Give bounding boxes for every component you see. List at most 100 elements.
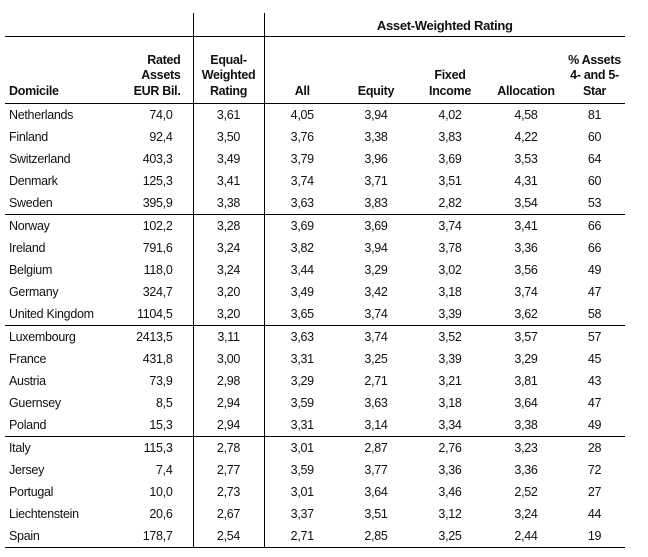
equal-weighted-rating-cell: 2,98 (192, 370, 264, 392)
rated-assets-eur-bil-cell: 324,7 (142, 285, 173, 299)
column-header-equal-weighted-rating: Equal- Weighted Rating (192, 36, 264, 104)
aw-fixed-income-cell: 3,74 (438, 219, 462, 233)
aw-fixed-income-cell: 3,18 (438, 396, 462, 410)
pct-assets-4-and-5-star-cell: 49 (587, 263, 602, 277)
pct-assets-4-and-5-star-cell: 44 (587, 507, 602, 521)
aw-all-cell: 3,29 (263, 370, 340, 392)
aw-allocation-cell: 3,64 (514, 396, 538, 410)
aw-allocation-cell: 3,41 (514, 219, 538, 233)
table-row: Guernsey 8,5 2,94 3,59 3,63 3,18 3,64 47 (5, 392, 625, 414)
aw-all-cell: 3,76 (263, 126, 340, 148)
aw-allocation-cell: 3,23 (514, 441, 538, 455)
aw-allocation-cell: 3,56 (514, 263, 538, 277)
rated-assets-eur-bil-cell: 74,0 (149, 108, 173, 122)
aw-all-cell: 3,59 (263, 459, 340, 481)
aw-all-cell: 2,71 (263, 525, 340, 548)
table-row: Austria 73,9 2,98 3,29 2,71 3,21 3,81 43 (5, 370, 625, 392)
pct-assets-4-and-5-star-cell: 66 (587, 219, 602, 233)
pct-assets-4-and-5-star-cell: 72 (587, 463, 602, 477)
domicile-ratings-table: Asset-Weighted Rating Domicile Rated Asset… (5, 13, 625, 548)
aw-allocation-cell: 3,38 (488, 414, 564, 437)
domicile-cell: Jersey (9, 463, 45, 477)
aw-fixed-income-cell: 3,46 (438, 485, 462, 499)
aw-allocation-cell: 3,29 (514, 352, 538, 366)
rated-assets-eur-bil-cell: 7,4 (156, 463, 173, 477)
rated-assets-eur-bil-cell: 395,9 (127, 192, 193, 215)
equal-weighted-rating-cell: 3,20 (192, 281, 264, 303)
column-header-aw-allocation: Allocation (488, 36, 564, 104)
aw-equity-cell: 2,85 (340, 525, 412, 548)
aw-equity-cell: 3,63 (364, 396, 388, 410)
aw-fixed-income-cell: 2,82 (412, 192, 488, 215)
aw-all-cell: 3,69 (263, 214, 340, 237)
table-row: Spain 178,7 2,54 2,71 2,85 3,25 2,44 19 (5, 525, 625, 548)
equal-weighted-rating-cell: 3,24 (192, 259, 264, 281)
asset-weighted-rating-span-header: Asset-Weighted Rating (263, 13, 625, 37)
aw-all-cell: 3,65 (263, 303, 340, 326)
table-row: Ireland 791,6 3,24 3,82 3,94 3,78 3,36 66 (5, 237, 625, 259)
span-header-spacer-left (5, 13, 193, 37)
equal-weighted-rating-cell: 3,50 (192, 126, 264, 148)
equal-weighted-rating-cell: 3,41 (192, 170, 264, 192)
domicile-cell: Netherlands (9, 108, 74, 122)
aw-equity-cell: 3,96 (364, 152, 388, 166)
column-header-aw-all: All (263, 36, 340, 104)
rated-assets-eur-bil-cell: 73,9 (149, 374, 173, 388)
domicile-cell: Norway (9, 219, 50, 233)
equal-weighted-rating-cell: 2,77 (192, 459, 264, 481)
domicile-cell: Liechtenstein (9, 507, 79, 521)
aw-fixed-income-cell: 3,18 (438, 285, 462, 299)
aw-all-cell: 3,44 (263, 259, 340, 281)
equal-weighted-rating-cell: 2,54 (192, 525, 264, 548)
aw-all-cell: 3,49 (263, 281, 340, 303)
equal-weighted-rating-cell: 3,00 (192, 348, 264, 370)
aw-fixed-income-cell: 3,39 (412, 303, 488, 326)
domicile-cell: France (9, 352, 47, 366)
equal-weighted-rating-cell: 3,38 (192, 192, 264, 215)
aw-all-cell: 3,82 (263, 237, 340, 259)
column-header-row: Domicile Rated Assets EUR Bil. Equal- Weighte… (5, 36, 625, 104)
aw-equity-cell: 3,77 (364, 463, 388, 477)
rated-assets-eur-bil-cell: 791,6 (142, 241, 173, 255)
aw-equity-cell: 3,64 (364, 485, 388, 499)
table-row: France 431,8 3,00 3,31 3,25 3,39 3,29 45 (5, 348, 625, 370)
aw-equity-cell: 3,74 (364, 330, 388, 344)
aw-fixed-income-cell: 3,36 (438, 463, 462, 477)
aw-fixed-income-cell: 3,69 (438, 152, 462, 166)
aw-allocation-cell: 3,74 (514, 285, 538, 299)
aw-all-cell: 3,79 (263, 148, 340, 170)
table-row: Luxembourg 2413,5 3,11 3,63 3,74 3,52 3,57 57 (5, 325, 625, 348)
pct-assets-4-and-5-star-cell: 27 (587, 485, 602, 499)
rated-assets-eur-bil-cell: 115,3 (143, 441, 173, 455)
equal-weighted-rating-cell: 3,24 (192, 237, 264, 259)
pct-assets-4-and-5-star-cell: 43 (587, 374, 602, 388)
equal-weighted-rating-cell: 2,94 (192, 392, 264, 414)
aw-fixed-income-cell: 2,76 (438, 441, 462, 455)
aw-all-cell: 3,31 (263, 414, 340, 437)
aw-fixed-income-cell: 3,83 (438, 130, 462, 144)
rated-assets-eur-bil-cell: 20,6 (149, 507, 173, 521)
aw-fixed-income-cell: 3,21 (438, 374, 462, 388)
aw-equity-cell: 3,29 (364, 263, 388, 277)
pct-assets-4-and-5-star-cell: 53 (564, 192, 625, 215)
table-row: Netherlands 74,0 3,61 4,05 3,94 4,02 4,58 81 (5, 103, 625, 126)
pct-assets-4-and-5-star-cell: 58 (564, 303, 625, 326)
domicile-cell: Switzerland (9, 152, 71, 166)
equal-weighted-rating-cell: 3,20 (192, 303, 264, 326)
aw-allocation-cell: 3,62 (488, 303, 564, 326)
table-row: Italy 115,3 2,78 3,01 2,87 2,76 3,23 28 (5, 436, 625, 459)
table-row: Sweden 395,9 3,38 3,63 3,83 2,82 3,54 53 (5, 192, 625, 215)
aw-allocation-cell: 3,24 (514, 507, 538, 521)
table-row: Finland 92,4 3,50 3,76 3,38 3,83 4,22 60 (5, 126, 625, 148)
aw-fixed-income-cell: 3,25 (412, 525, 488, 548)
aw-all-cell: 3,01 (263, 436, 340, 459)
aw-equity-cell: 2,87 (364, 441, 388, 455)
aw-all-cell: 4,05 (263, 103, 340, 126)
aw-equity-cell: 3,38 (364, 130, 388, 144)
aw-equity-cell: 3,74 (340, 303, 412, 326)
aw-allocation-cell: 4,58 (514, 108, 538, 122)
domicile-cell: Poland (5, 414, 127, 437)
aw-equity-cell: 3,83 (340, 192, 412, 215)
domicile-cell: Denmark (9, 174, 58, 188)
